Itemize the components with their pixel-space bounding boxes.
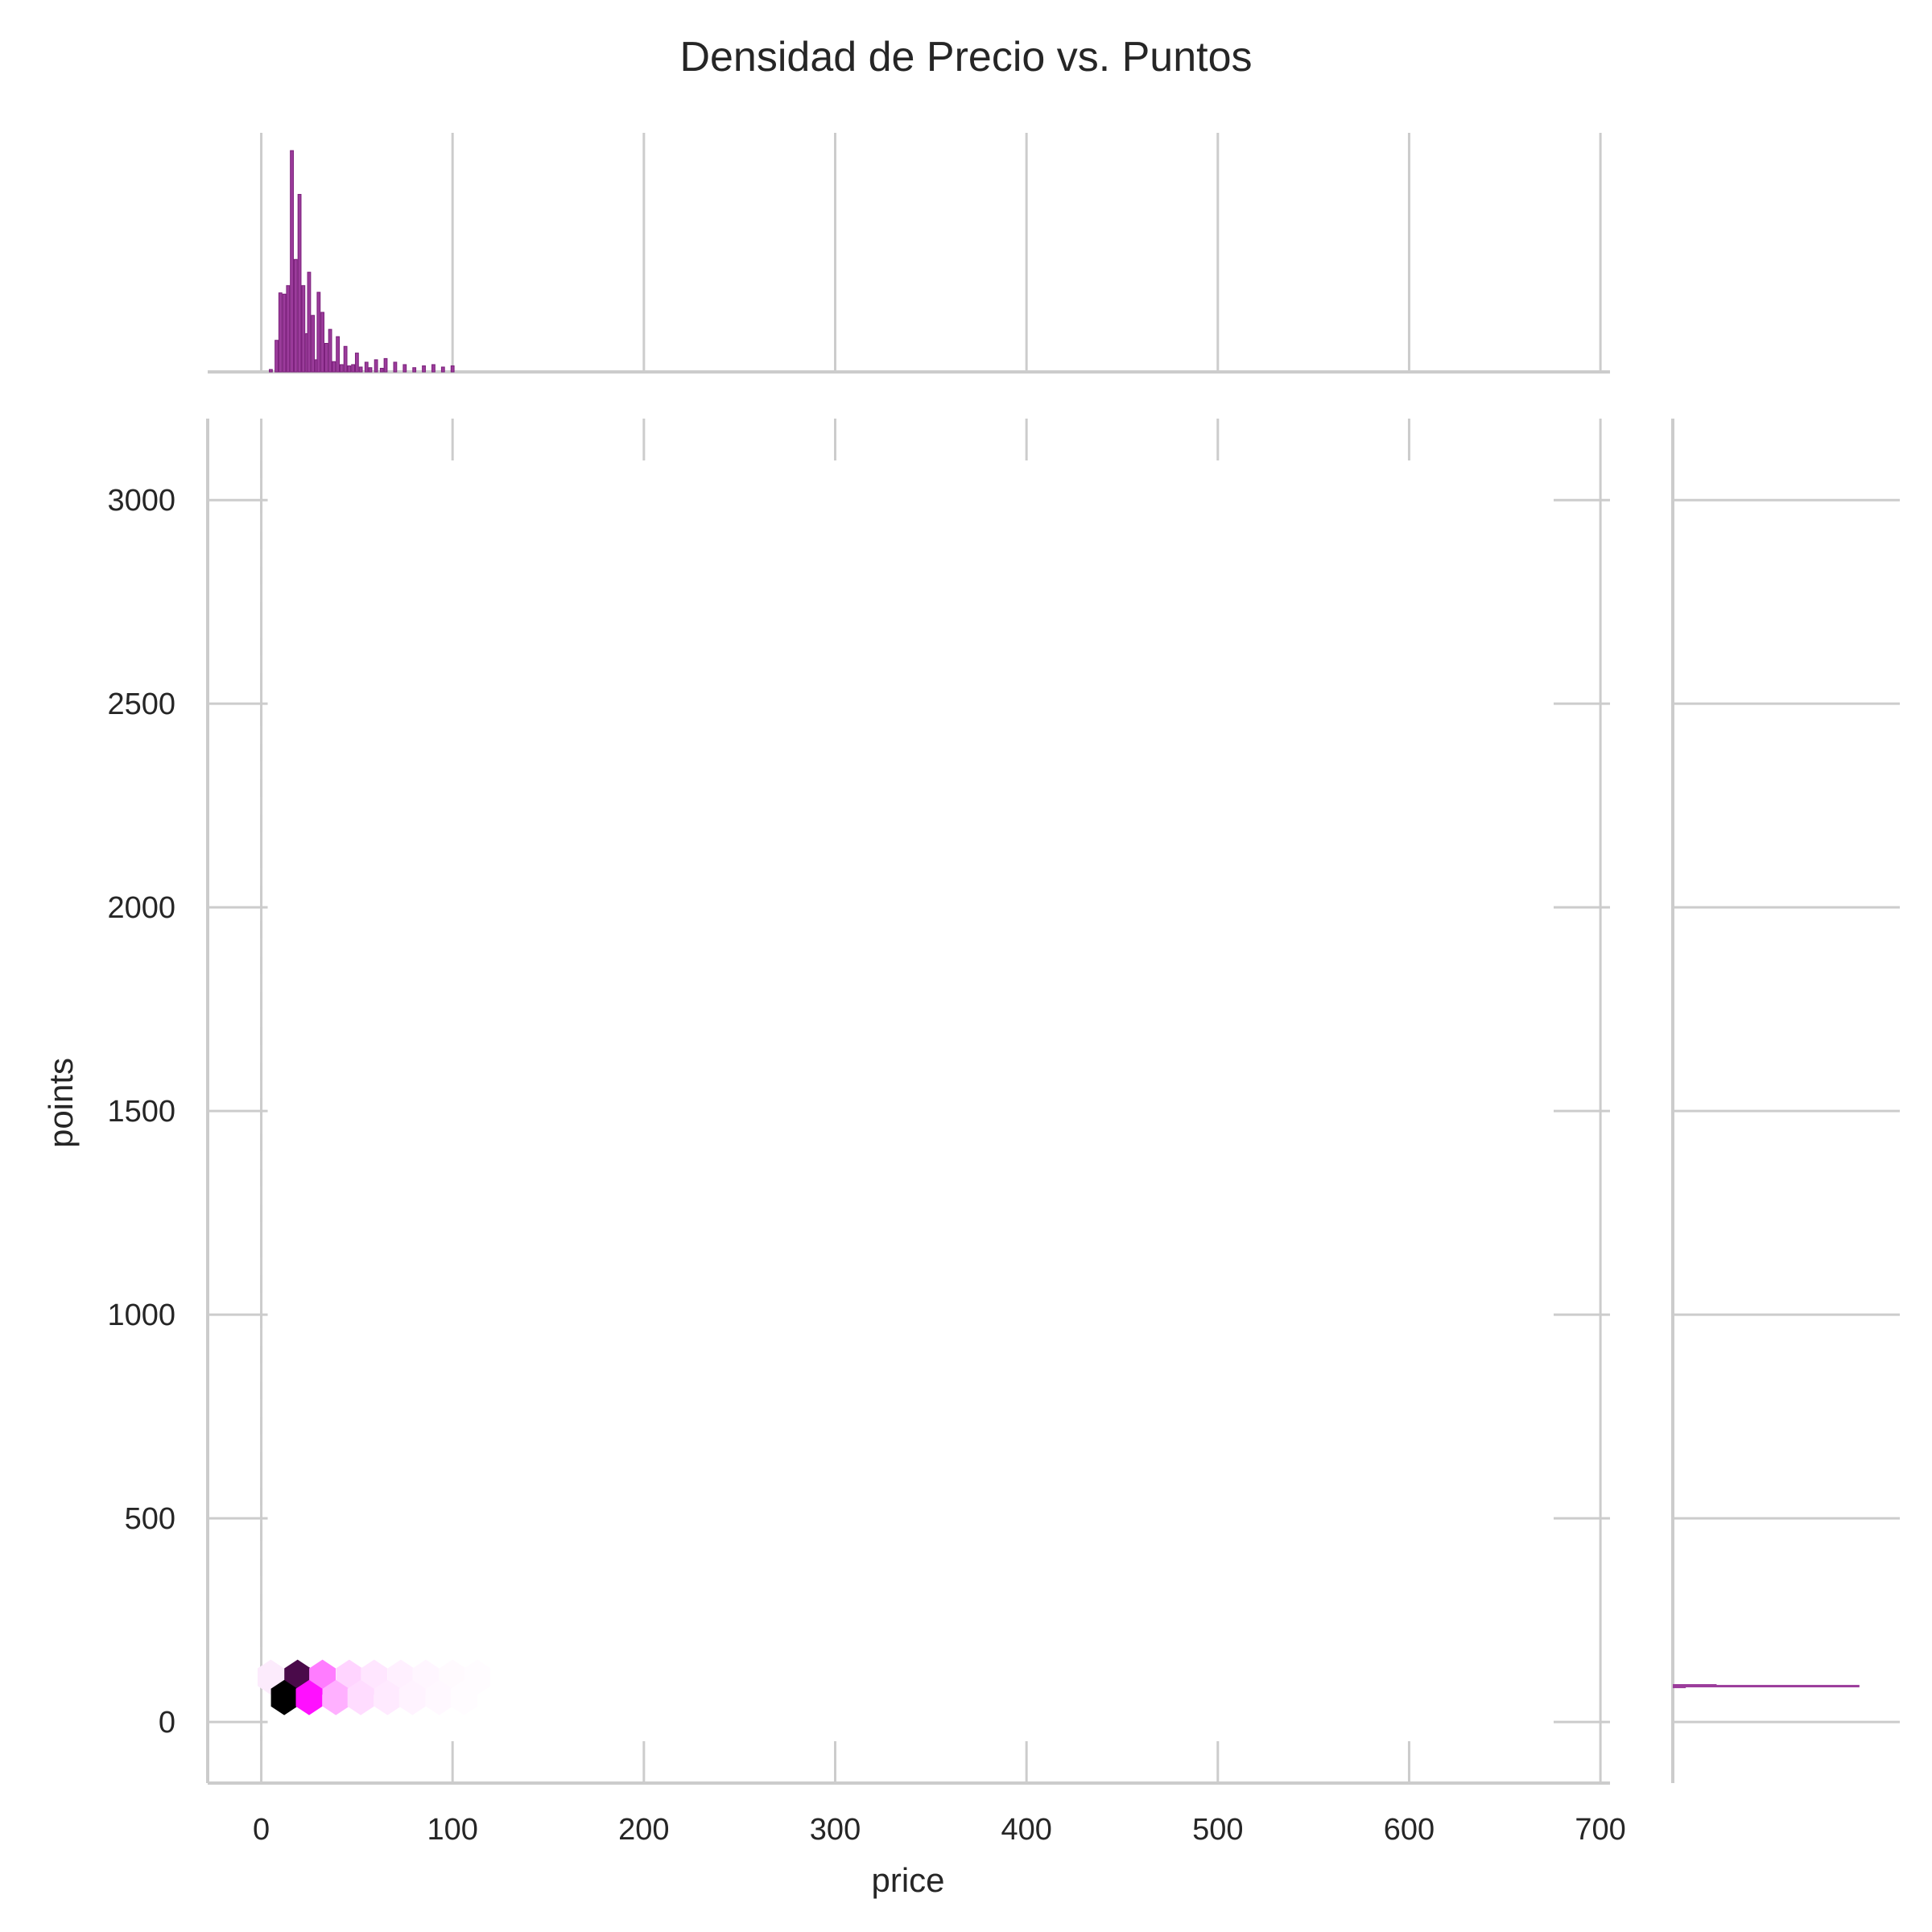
price-hist-bar [278,292,283,373]
hexbin-cell [270,1679,298,1715]
plot-area-mask [267,460,1554,1741]
price-hist-bar [379,367,384,373]
price-hist-bar [316,291,321,373]
chart-title: Densidad de Precio vs. Puntos [679,34,1252,80]
x-tick-label: 100 [427,1813,477,1847]
price-hist-bar [440,366,445,373]
price-hist-bar [364,361,369,373]
y-tick-label: 1000 [107,1298,175,1332]
x-axis-label: price [871,1861,944,1899]
x-tick-label: 400 [1001,1813,1051,1847]
price-hist-bar [328,328,332,373]
price-hist-bar [307,271,312,373]
hexbin-cell [451,1679,477,1715]
price-hist-bar [324,343,328,373]
hexbin-cell [295,1679,323,1715]
points-histogram-panel [1671,419,1900,1783]
price-hist-bar [412,367,417,373]
x-tick-label: 500 [1192,1813,1243,1847]
price-hist-bar [297,193,302,373]
y-tick-label: 0 [159,1706,175,1740]
points-hist-bar [1673,1686,1686,1689]
points-hist-bar [1673,1685,1860,1688]
price-hist-bar [290,150,294,373]
price-hist-bar [450,365,455,373]
price-hist-bar [282,293,287,373]
hexbin-cell [322,1679,349,1715]
y-tick-label: 1500 [107,1095,175,1129]
price-hist-bar [431,364,436,373]
y-tick-label: 3000 [107,484,175,518]
price-hist-bar [336,336,341,373]
hexbin-panel: 0 100 200 300 400 500 600 700 0 500 1000 1500 2000 25… [107,419,1626,1847]
x-tick-label: 600 [1384,1813,1435,1847]
price-hist-bar [393,361,398,373]
y-tick-label: 500 [125,1502,175,1536]
hexbin-cell [398,1679,426,1715]
hexbin-cell [374,1679,401,1715]
price-hist-bar [347,365,352,373]
price-hist-bar [320,312,324,373]
hexbin-cell [426,1679,452,1715]
price-hist-bar [422,365,426,373]
price-hist-bar [332,361,336,373]
price-histogram-panel [208,133,1610,374]
x-tick-label: 200 [618,1813,669,1847]
price-hist-bar [339,364,344,373]
price-hist-bar [343,345,348,373]
y-tick-label: 2000 [107,891,175,925]
x-tick-label: 300 [810,1813,861,1847]
x-tick-label: 0 [253,1813,270,1847]
price-hist-bar [358,366,363,373]
price-hist-bar [351,364,356,373]
price-hist-bar [368,367,373,373]
price-hist-bar [301,285,306,373]
price-hist-bar [293,258,298,373]
price-hist-bar [311,315,316,373]
y-axis-label: points [42,1058,80,1148]
price-hist-bar [275,340,279,373]
price-hist-bar [374,359,378,373]
price-hist-bar [383,357,388,373]
price-hist-bar [286,285,291,373]
x-tick-label: 700 [1575,1813,1625,1847]
hexbin-cell [347,1679,374,1715]
y-tick-label: 2500 [107,687,175,721]
price-hist-bar [354,353,359,373]
points-hist-bar [1673,1684,1717,1687]
price-hist-bar [402,364,407,373]
price-hist-bar [269,369,273,373]
